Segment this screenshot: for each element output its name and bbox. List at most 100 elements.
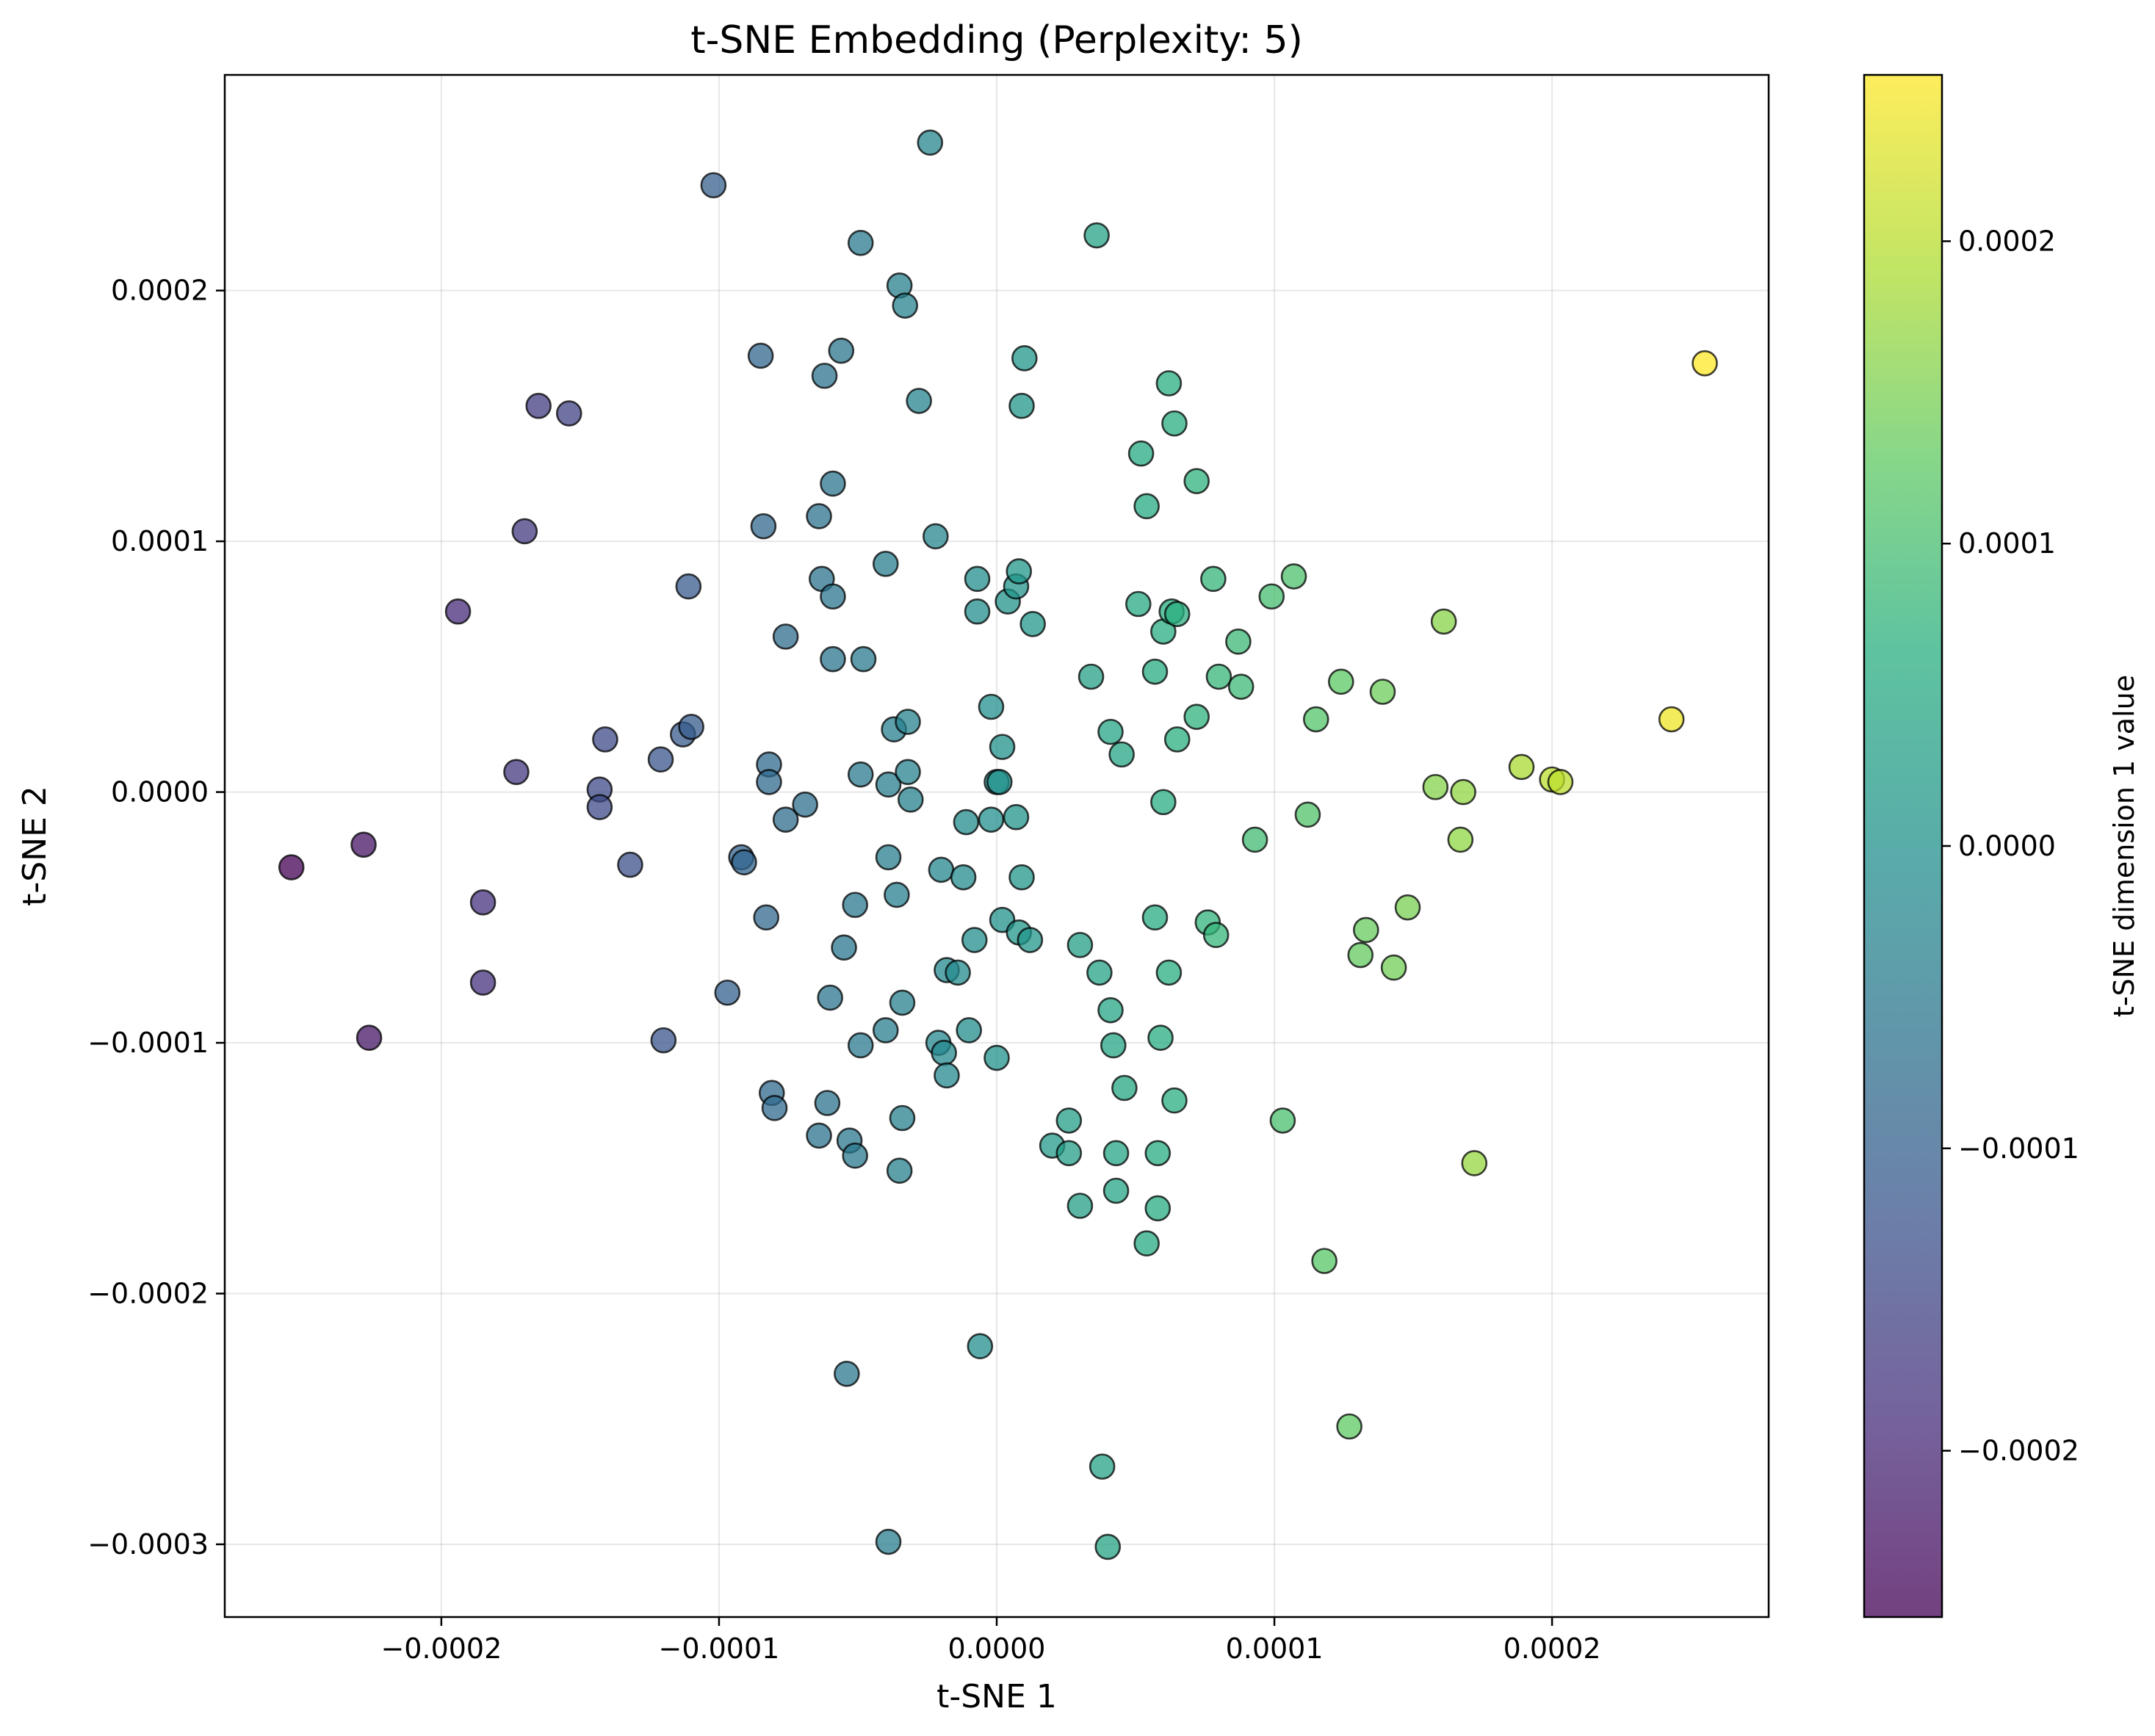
data-point — [1200, 565, 1227, 593]
data-point — [1302, 706, 1329, 733]
data-point — [1241, 826, 1268, 853]
data-point — [892, 292, 919, 319]
data-point — [1125, 590, 1152, 618]
y-tick-label: 0.0001 — [111, 525, 209, 557]
data-point — [355, 1024, 383, 1052]
data-point — [469, 889, 497, 916]
data-point — [898, 786, 924, 813]
data-point — [1066, 1193, 1094, 1219]
data-point — [875, 1528, 902, 1555]
y-tick-label: −0.0002 — [87, 1278, 209, 1310]
data-point — [1111, 1074, 1138, 1102]
data-point — [806, 503, 832, 529]
data-point — [1144, 1140, 1172, 1167]
data-point — [444, 598, 472, 625]
data-point — [1183, 468, 1210, 494]
data-point — [1055, 1107, 1083, 1134]
x-axis: −0.0002 −0.0001 0.0000 0.0001 0.0002 — [380, 1617, 1601, 1665]
data-point — [1078, 663, 1105, 690]
data-point — [1097, 718, 1124, 745]
data-point — [350, 831, 377, 858]
data-point — [1183, 704, 1210, 730]
data-point — [847, 1032, 874, 1059]
data-point — [817, 984, 843, 1011]
data-point — [1102, 1140, 1130, 1167]
data-point — [889, 1104, 916, 1132]
data-point — [964, 565, 991, 593]
data-point — [1089, 1453, 1116, 1480]
data-point — [886, 1157, 913, 1184]
chart-title: t-SNE Embedding (Perplexity: 5) — [690, 18, 1303, 62]
x-axis-label: t-SNE 1 — [936, 1678, 1057, 1715]
data-point — [1144, 1195, 1172, 1222]
data-point — [917, 129, 944, 156]
data-point — [675, 573, 702, 600]
data-points — [278, 129, 1718, 1560]
data-point — [872, 1017, 899, 1044]
data-point — [617, 851, 643, 878]
data-point — [967, 1333, 994, 1360]
data-point — [978, 693, 1005, 720]
data-point — [1692, 350, 1718, 377]
data-point — [1003, 803, 1030, 831]
data-point — [1102, 1177, 1130, 1204]
data-point — [811, 362, 838, 389]
data-point — [820, 470, 846, 497]
y-axis-label: t-SNE 2 — [16, 786, 54, 906]
data-point — [1347, 941, 1374, 969]
data-point — [1161, 410, 1188, 437]
data-point — [1086, 959, 1113, 986]
data-point — [1066, 932, 1094, 958]
data-point — [1225, 628, 1252, 655]
data-point — [928, 856, 955, 883]
data-point — [850, 645, 877, 673]
data-point — [956, 1017, 982, 1044]
data-point — [1017, 927, 1044, 953]
data-point — [555, 400, 582, 427]
data-point — [1269, 1107, 1296, 1134]
data-point — [1108, 741, 1135, 768]
data-point — [983, 1044, 1010, 1071]
colorbar-tick-label: 0.0001 — [1958, 527, 2056, 560]
colorbar-tick-label: −0.0002 — [1958, 1435, 2079, 1467]
data-point — [772, 806, 799, 833]
y-tick-label: 0.0002 — [111, 275, 209, 307]
data-point — [1422, 773, 1449, 800]
data-point — [1133, 493, 1160, 520]
data-point — [1369, 679, 1396, 705]
y-tick-label: −0.0001 — [87, 1027, 209, 1059]
colorbar-tick-label: −0.0001 — [1958, 1132, 2079, 1165]
data-point — [831, 934, 857, 961]
data-point — [961, 927, 988, 953]
data-point — [1430, 608, 1457, 635]
data-point — [1147, 1024, 1174, 1052]
data-point — [1447, 826, 1474, 853]
colorbar-ticks: −0.0002 −0.0001 0.0000 0.0001 0.0002 — [1942, 225, 2079, 1467]
data-point — [1083, 222, 1110, 249]
data-point — [1141, 658, 1169, 685]
data-point — [875, 771, 902, 798]
data-point — [1133, 1230, 1160, 1257]
data-point — [503, 759, 530, 786]
data-point — [889, 989, 916, 1016]
data-point — [592, 726, 618, 753]
data-point — [1161, 1087, 1188, 1114]
data-point — [964, 598, 991, 625]
data-point — [1100, 1032, 1127, 1059]
data-point — [1011, 345, 1038, 372]
data-point — [884, 881, 910, 908]
colorbar: −0.0002 −0.0001 0.0000 0.0001 0.0002 t-SNE d… — [1863, 73, 2140, 1619]
data-point — [906, 388, 932, 414]
data-point — [511, 518, 538, 545]
data-point — [1294, 801, 1321, 828]
data-point — [1127, 440, 1155, 467]
data-point — [756, 769, 782, 795]
y-tick-label: −0.0003 — [87, 1528, 209, 1560]
data-point — [650, 1027, 677, 1054]
data-point — [847, 229, 874, 256]
data-point — [989, 734, 1016, 760]
data-point — [1547, 769, 1574, 795]
data-point — [731, 849, 757, 875]
data-point — [1006, 558, 1033, 585]
data-point — [875, 844, 902, 871]
